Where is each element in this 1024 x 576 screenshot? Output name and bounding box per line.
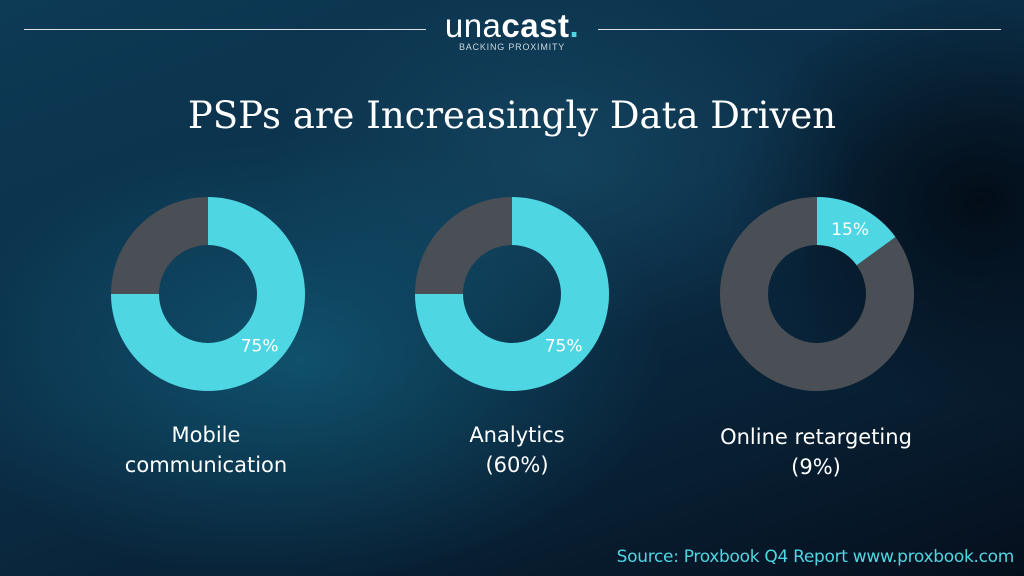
category-line: communication (124, 453, 288, 477)
unacast-logo: unacast. BACKING PROXIMITY (426, 8, 598, 53)
category-label-2: Online retargeting (9%) (686, 422, 946, 482)
header-rule-left (24, 29, 426, 30)
donut-chart-1: 75% (415, 197, 609, 391)
category-line: Analytics (469, 423, 565, 447)
source-note: Source: Proxbook Q4 Report www.proxbook.… (616, 547, 1015, 567)
donut-value-slice (817, 197, 896, 266)
donut-remainder-slice (415, 197, 512, 294)
donut-value-label: 75% (241, 337, 279, 357)
donut-value-label: 15% (831, 220, 869, 240)
donut-chart-2: 15% (719, 197, 914, 391)
donut-remainder-slice (719, 197, 914, 391)
slide-title: PSPs are Increasingly Data Driven (187, 94, 837, 137)
logo-wordmark: unacast. (426, 8, 598, 44)
category-label-0: Mobile communication (86, 420, 326, 480)
logo-word-bold: cast (501, 7, 570, 44)
donut-value-label: 75% (545, 337, 583, 357)
header-rule-right (598, 29, 1001, 30)
donut-remainder-slice (111, 197, 208, 294)
category-line: (9%) (791, 455, 841, 479)
donut-chart-0: 75% (111, 197, 305, 391)
logo-tagline: BACKING PROXIMITY (458, 42, 566, 52)
logo-word-light: una (444, 7, 502, 44)
category-line: Online retargeting (720, 425, 912, 449)
logo-dot: . (569, 7, 580, 44)
category-label-1: Analytics (60%) (397, 420, 637, 480)
category-line: (60%) (485, 453, 549, 477)
donut-value-slice (111, 197, 305, 391)
category-line: Mobile (171, 423, 241, 447)
donut-value-slice (415, 197, 609, 391)
